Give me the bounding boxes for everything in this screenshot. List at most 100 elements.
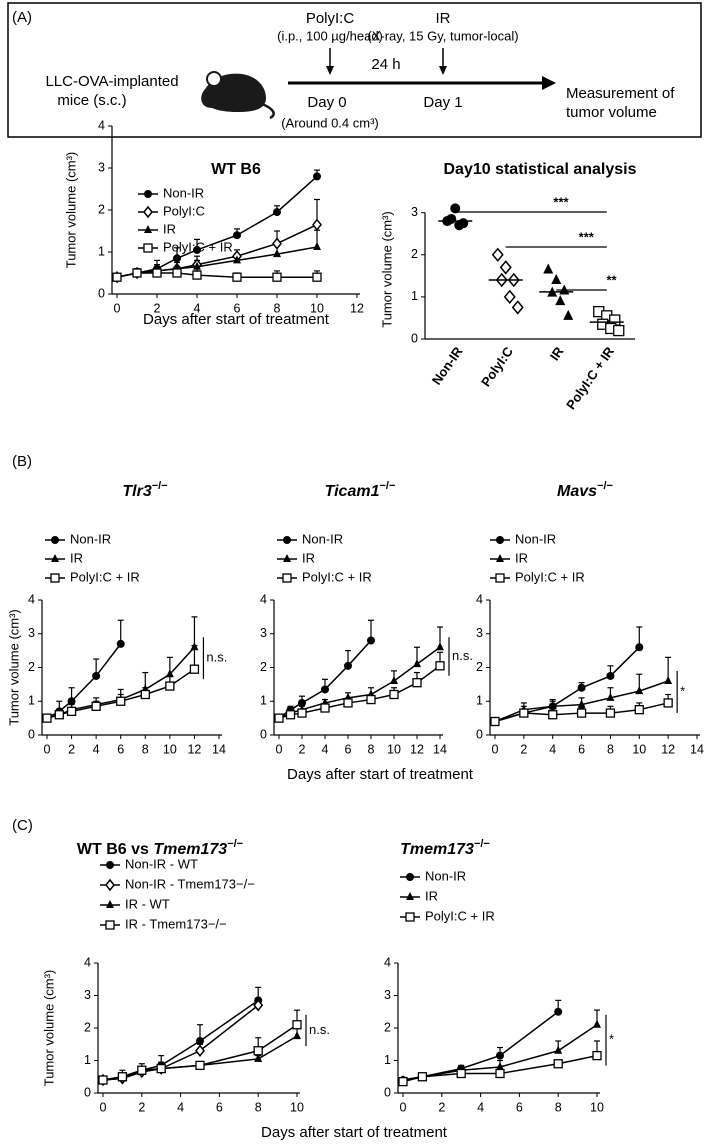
marker	[577, 683, 586, 692]
marker	[495, 573, 505, 583]
marker	[605, 708, 616, 718]
legend-label: Non-IR	[515, 531, 556, 546]
marker	[42, 713, 52, 723]
legend-label: Non-IR	[425, 868, 466, 883]
marker	[563, 309, 574, 320]
marker	[137, 1065, 147, 1075]
marker	[193, 261, 201, 270]
marker	[117, 1072, 128, 1082]
x-tick-label: IR	[547, 344, 567, 364]
marker	[519, 708, 529, 718]
marker	[253, 1046, 263, 1056]
marker	[635, 643, 644, 652]
marker	[292, 1020, 302, 1030]
x-tick-label: 8	[255, 1100, 262, 1114]
y-tick-label: 0	[384, 1085, 391, 1099]
series-line	[494, 646, 640, 723]
marker	[283, 536, 291, 544]
mouse-ear	[206, 71, 222, 87]
legend-label: Non-IR	[70, 531, 111, 546]
chart-title: WT B6 vs Tmem173−/−	[77, 838, 243, 858]
marker	[343, 698, 353, 708]
y-axis-label: Tumor volume (cm³)	[63, 152, 78, 269]
marker	[196, 1037, 204, 1045]
x-tick-label: 2	[299, 742, 306, 756]
x-tick-label: 6	[234, 301, 241, 315]
marker	[195, 1044, 205, 1057]
marker	[272, 272, 282, 282]
x-tick-label: 4	[322, 742, 329, 756]
mouse-tail	[261, 102, 275, 120]
x-tick-label: 14	[690, 742, 704, 756]
agent-label: IR	[436, 10, 451, 27]
significance-label: *	[609, 1032, 614, 1047]
x-tick-label: 4	[177, 1100, 184, 1114]
day-label: Day 0	[307, 94, 346, 111]
legend-label: PolyI:C + IR	[515, 569, 585, 584]
marker	[454, 220, 465, 231]
chart-title: Tmem173−/−	[400, 838, 490, 858]
marker	[313, 172, 321, 181]
marker	[189, 664, 200, 674]
marker	[112, 272, 122, 282]
marker	[553, 1059, 563, 1069]
y-tick-label: 4	[98, 118, 105, 132]
title-run: −/−	[474, 838, 490, 850]
y-tick-label: 2	[260, 660, 267, 674]
legend-label: PolyI:C + IR	[425, 908, 495, 923]
y-tick-label: 0	[476, 727, 483, 741]
y-tick-label: 0	[28, 727, 35, 741]
title-run: WT B6	[211, 161, 261, 178]
y-tick-label: 3	[384, 988, 391, 1002]
x-axis-label: Days after start of treatment	[261, 1124, 448, 1141]
marker	[144, 190, 152, 198]
title-run: −/−	[227, 838, 243, 850]
marker	[406, 892, 414, 900]
chart-title: Tlr3−/−	[122, 480, 167, 500]
y-tick-label: 4	[28, 592, 35, 606]
x-tick-label: 6	[345, 742, 352, 756]
x-tick-label: 10	[590, 1100, 604, 1114]
x-axis-label: Days after start of treatment	[287, 766, 474, 783]
significance-label: n.s.	[452, 648, 473, 663]
marker	[192, 270, 202, 280]
legend-label: IR - WT	[125, 896, 170, 911]
x-tick-label: PolyI:C	[478, 344, 516, 390]
agent-label: PolyI:C	[306, 10, 355, 27]
y-tick-label: 2	[98, 202, 105, 216]
marker	[413, 659, 421, 668]
title-run: Tlr3	[122, 483, 151, 500]
x-tick-label: 0	[114, 301, 121, 315]
x-tick-label: 4	[93, 742, 100, 756]
series-line	[116, 272, 317, 278]
marker	[54, 710, 64, 720]
marker	[389, 689, 399, 700]
marker	[190, 642, 199, 651]
x-tick-label: 6	[516, 1100, 523, 1114]
legend-label: PolyI:C + IR	[163, 239, 233, 254]
marker	[92, 671, 101, 680]
marker	[140, 689, 150, 700]
marker	[283, 554, 291, 562]
marker	[551, 274, 562, 285]
title-run: −/−	[152, 480, 168, 492]
title-run: Tmem173	[400, 841, 474, 858]
marker	[253, 999, 264, 1012]
y-tick-label: 1	[28, 694, 35, 708]
legend-label: IR	[302, 550, 315, 565]
readout-label: Measurement of	[566, 85, 675, 102]
x-tick-label: 14	[433, 742, 447, 756]
y-axis-label: Tumor volume (cm³)	[41, 970, 56, 1087]
volume-note: (Around 0.4 cm³)	[281, 115, 379, 130]
marker	[274, 713, 284, 723]
y-axis-label: Tumor volume (cm³)	[379, 211, 394, 328]
legend-label: IR	[70, 550, 83, 565]
marker	[593, 1019, 601, 1028]
marker	[152, 268, 162, 278]
legend-label: PolyI:C	[163, 203, 205, 218]
marker	[66, 706, 77, 717]
significance-label: **	[606, 272, 617, 287]
x-tick-label: 6	[578, 742, 585, 756]
x-tick-label: Non-IR	[429, 344, 466, 388]
